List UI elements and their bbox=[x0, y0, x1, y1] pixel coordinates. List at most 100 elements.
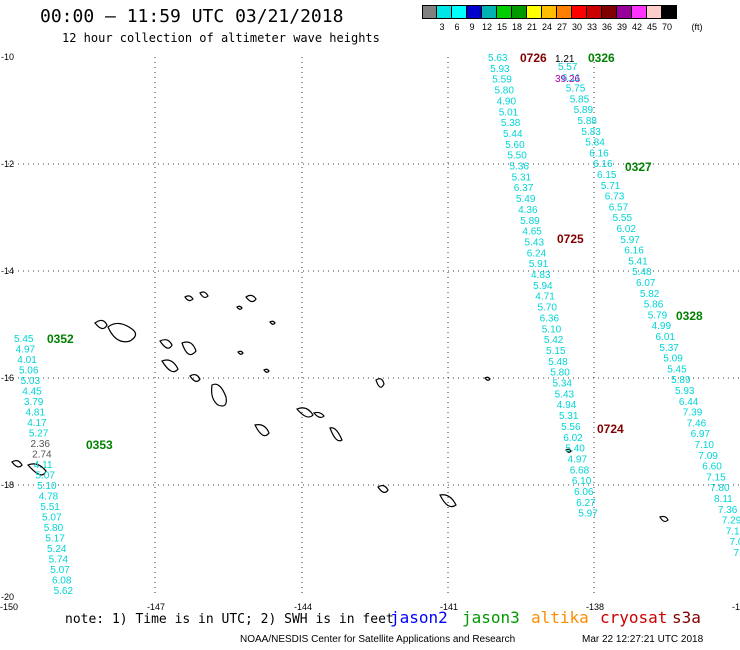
wave-height-value: 5.37 bbox=[659, 343, 679, 354]
wave-height-value: 5.51 bbox=[40, 502, 60, 513]
track-id-0353: 0353 bbox=[86, 438, 113, 452]
lon-label: -135 bbox=[732, 602, 740, 612]
wave-height-value: 5.55 bbox=[613, 213, 633, 224]
lat-label: -10 bbox=[1, 52, 14, 62]
wave-height-value: 6.57 bbox=[609, 202, 629, 213]
color-scale-tick-label: 27 bbox=[556, 22, 567, 32]
island bbox=[269, 320, 276, 325]
wave-height-value: 4.78 bbox=[39, 492, 59, 503]
color-scale-tick-label: 45 bbox=[646, 22, 657, 32]
map-grid bbox=[8, 57, 740, 597]
wave-height-value: 5.97 bbox=[620, 235, 640, 246]
wave-height-value: 5.27 bbox=[29, 429, 49, 440]
wave-height-value: 5.89 bbox=[520, 216, 540, 227]
wave-height-value: 4.81 bbox=[26, 408, 46, 419]
wave-height-value: 5.31 bbox=[559, 411, 579, 422]
wave-height-value: 5.17 bbox=[45, 534, 65, 545]
legend-jason3: jason3 bbox=[462, 608, 520, 627]
lat-label: -14 bbox=[1, 266, 14, 276]
wave-height-value: 6.08 bbox=[52, 576, 72, 587]
island bbox=[254, 424, 270, 437]
color-scale-tick-label: 15 bbox=[496, 22, 507, 32]
wave-height-value-special: 39.26 bbox=[555, 74, 580, 85]
lon-label: -144 bbox=[294, 602, 312, 612]
wave-height-value: 5.48 bbox=[632, 267, 652, 278]
island bbox=[312, 411, 325, 419]
island bbox=[659, 515, 669, 523]
wave-height-value: 7.10 bbox=[695, 440, 715, 451]
island bbox=[161, 359, 179, 373]
wave-height-value: 5.34 bbox=[553, 379, 573, 390]
lon-label: -147 bbox=[147, 602, 165, 612]
island bbox=[189, 373, 201, 382]
wave-height-value: 6.68 bbox=[570, 465, 590, 476]
island bbox=[107, 322, 137, 343]
wave-height-value: 4.45 bbox=[22, 387, 42, 398]
map-subtitle: 12 hour collection of altimeter wave hei… bbox=[62, 31, 380, 45]
color-scale-swatch bbox=[497, 5, 512, 19]
wave-height-value: 6.06 bbox=[574, 487, 594, 498]
island bbox=[296, 407, 314, 418]
color-scale-tick-label: 42 bbox=[631, 22, 642, 32]
wave-height-value: 5.45 bbox=[14, 334, 34, 345]
color-scale-swatch bbox=[587, 5, 602, 19]
wave-height-value: 6.97 bbox=[691, 429, 711, 440]
color-scale-tick-label: 70 bbox=[661, 22, 672, 32]
island bbox=[11, 459, 23, 468]
legend-altika: altika bbox=[531, 608, 589, 627]
wave-height-value: 5.89 bbox=[574, 105, 594, 116]
island bbox=[245, 294, 257, 303]
wave-height-value: 5.86 bbox=[644, 300, 664, 311]
wave-height-value: 5.63 bbox=[488, 53, 508, 64]
wave-height-value: 5.09 bbox=[663, 354, 683, 365]
color-scale-swatch bbox=[482, 5, 497, 19]
wave-height-value: 5.62 bbox=[54, 586, 74, 597]
island bbox=[159, 339, 173, 349]
track-id-0326: 0326 bbox=[588, 51, 615, 65]
wave-height-value: 7.09 bbox=[698, 451, 718, 462]
color-scale-swatch bbox=[617, 5, 632, 19]
wave-height-value: 4.71 bbox=[535, 292, 555, 303]
wave-height-value: 5.41 bbox=[628, 256, 648, 267]
wave-height-value: 5.24 bbox=[47, 544, 67, 555]
wave-height-value: 5.84 bbox=[585, 138, 605, 149]
island bbox=[237, 350, 244, 355]
color-scale-swatch bbox=[452, 5, 467, 19]
color-scale-tick-label: 33 bbox=[586, 22, 597, 32]
lon-label: -150 bbox=[0, 602, 18, 612]
wave-height-value: 5.31 bbox=[512, 172, 532, 183]
wave-height-value: 4.97 bbox=[568, 454, 588, 465]
wave-height-value: 6.27 bbox=[576, 498, 596, 509]
wave-height-value: 7.46 bbox=[687, 418, 707, 429]
wave-height-value: 7.36 bbox=[718, 505, 738, 516]
wave-height-value: 5.07 bbox=[50, 565, 70, 576]
color-scale-unit: (ft) bbox=[691, 22, 703, 32]
island bbox=[263, 368, 270, 373]
wave-height-value: 5.71 bbox=[601, 181, 621, 192]
timestamp-text: Mar 22 12:27:21 UTC 2018 bbox=[582, 634, 704, 645]
wave-height-value: 5.38 bbox=[501, 118, 521, 129]
wave-height-value: 5.40 bbox=[565, 444, 585, 455]
wave-height-value: 4.11 bbox=[34, 460, 53, 471]
wave-height-value: 5.94 bbox=[533, 281, 553, 292]
wave-height-value: 6.15 bbox=[597, 170, 617, 181]
island bbox=[439, 494, 457, 508]
wave-height-value: 4.17 bbox=[27, 418, 47, 429]
wave-height-value: 4.97 bbox=[16, 345, 36, 356]
color-scale-tick-label: 9 bbox=[469, 22, 475, 32]
wave-height-value: 6.10 bbox=[572, 476, 592, 487]
wave-height-value: 5.15 bbox=[546, 346, 566, 357]
wave-height-value: 5.49 bbox=[516, 194, 536, 205]
wave-height-value: 6.16 bbox=[593, 159, 613, 170]
track-id-0352: 0352 bbox=[47, 332, 74, 346]
wave-height-value: 5.75 bbox=[566, 84, 586, 95]
color-scale-swatch bbox=[542, 5, 557, 19]
wave-height-value: 6.01 bbox=[656, 332, 676, 343]
color-scale-tick-label: 12 bbox=[481, 22, 492, 32]
wave-height-value: 5.07 bbox=[42, 513, 62, 524]
wave-height-value-special: 1.21 bbox=[555, 54, 575, 65]
wave-height-value: 5.82 bbox=[640, 289, 660, 300]
wave-height-value: 6.11 bbox=[562, 73, 581, 84]
wave-height-value: 4.36 bbox=[518, 205, 538, 216]
wave-height-value: 6.02 bbox=[563, 433, 583, 444]
